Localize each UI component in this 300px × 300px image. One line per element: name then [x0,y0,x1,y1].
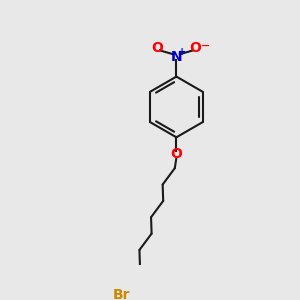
Text: −: − [201,41,211,51]
Text: +: + [178,47,186,57]
Text: O: O [152,41,163,56]
Text: Br: Br [112,288,130,300]
Text: N: N [171,50,182,64]
Text: O: O [190,41,201,56]
Text: O: O [170,147,182,161]
